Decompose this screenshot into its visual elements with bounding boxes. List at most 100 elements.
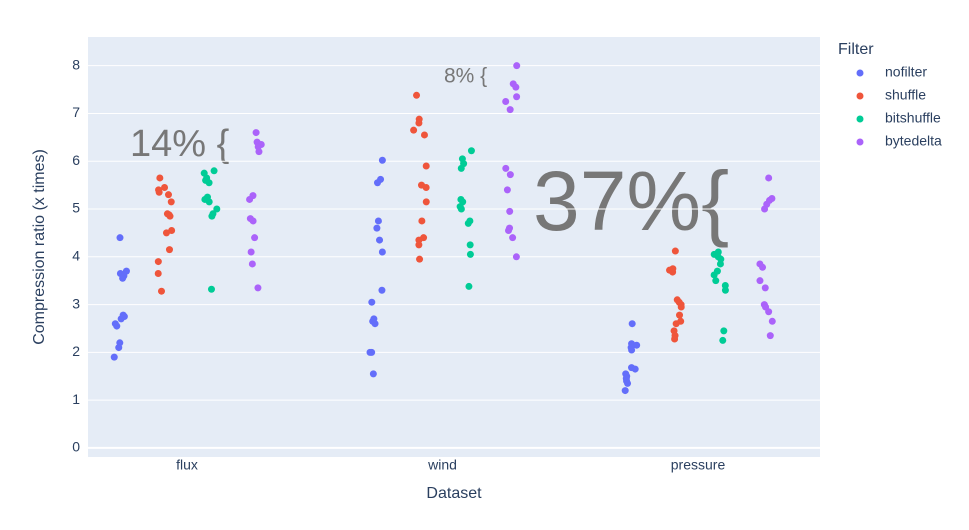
y-axis-title: Compression ratio (x times) [31,149,48,345]
point [677,303,685,311]
point [467,147,475,155]
point [374,217,382,225]
annotation: 14% { [130,123,230,165]
point [117,315,125,323]
legend-marker [856,115,864,123]
x-tick-label: pressure [671,457,726,473]
point [624,379,632,387]
point [413,91,421,99]
point [113,322,121,330]
point [418,217,426,225]
legend-title: Filter [838,41,874,58]
point [378,248,386,256]
point [513,62,521,70]
point [154,258,162,266]
legend-label: shuffle [885,87,926,103]
point [671,335,679,343]
point [422,162,430,170]
y-tick-label: 3 [72,295,80,311]
point [512,83,520,91]
point [164,191,172,199]
point [457,164,465,172]
point [161,184,169,192]
point [157,287,165,295]
point [509,234,517,242]
point [502,164,510,172]
y-tick-label: 1 [72,391,80,407]
point [759,263,767,271]
point [369,370,377,378]
point [628,346,636,354]
point [621,387,629,395]
point [255,148,263,156]
point [506,171,514,179]
y-tick-label: 4 [72,247,80,263]
point [410,126,418,134]
point [633,341,641,349]
y-tick-label: 5 [72,200,80,216]
point [466,250,474,258]
point [671,247,679,255]
point [466,241,474,249]
x-axis-title: Dataset [426,485,482,502]
annotation: 8% { [444,65,487,88]
point [251,234,259,242]
point [373,224,381,232]
point [166,212,174,220]
legend-label: bytedelta [885,133,942,149]
y-tick-label: 7 [72,104,80,120]
plot-area [88,37,820,457]
point [761,205,769,213]
point [154,270,162,278]
y-tick-label: 0 [72,439,80,455]
point [512,253,520,261]
point [719,336,727,344]
point [669,268,677,276]
point [373,179,381,187]
point [415,241,423,249]
point [672,320,680,328]
point [371,320,379,328]
legend-marker [856,138,864,146]
annotation: 37%{ [533,154,729,248]
point [415,119,423,127]
point [513,93,521,101]
point [721,286,729,294]
legend-label: nofilter [885,64,927,80]
point [254,284,262,292]
point [165,246,173,254]
point [210,167,218,175]
point [116,234,124,242]
x-tick-label: wind [427,457,457,473]
legend-label: bitshuffle [885,110,941,126]
point [420,131,428,139]
point [248,260,256,268]
point [249,217,257,225]
point [712,277,720,285]
point [213,205,221,213]
point [156,174,164,182]
point [246,195,254,203]
point [720,327,728,335]
point [208,212,216,220]
point [378,286,386,294]
point [422,184,430,192]
y-tick-label: 6 [72,152,80,168]
point [119,274,127,282]
point [506,207,514,215]
point [205,198,213,206]
point [756,277,764,285]
point [155,188,163,196]
point [765,174,773,182]
y-tick-label: 8 [72,56,80,72]
point [110,353,118,361]
point [252,129,260,137]
point [366,348,374,356]
point [422,198,430,206]
x-tick-label: flux [176,457,198,473]
point [465,282,473,290]
point [503,186,511,194]
point [368,298,376,306]
point [376,236,384,244]
legend-marker [856,69,864,77]
